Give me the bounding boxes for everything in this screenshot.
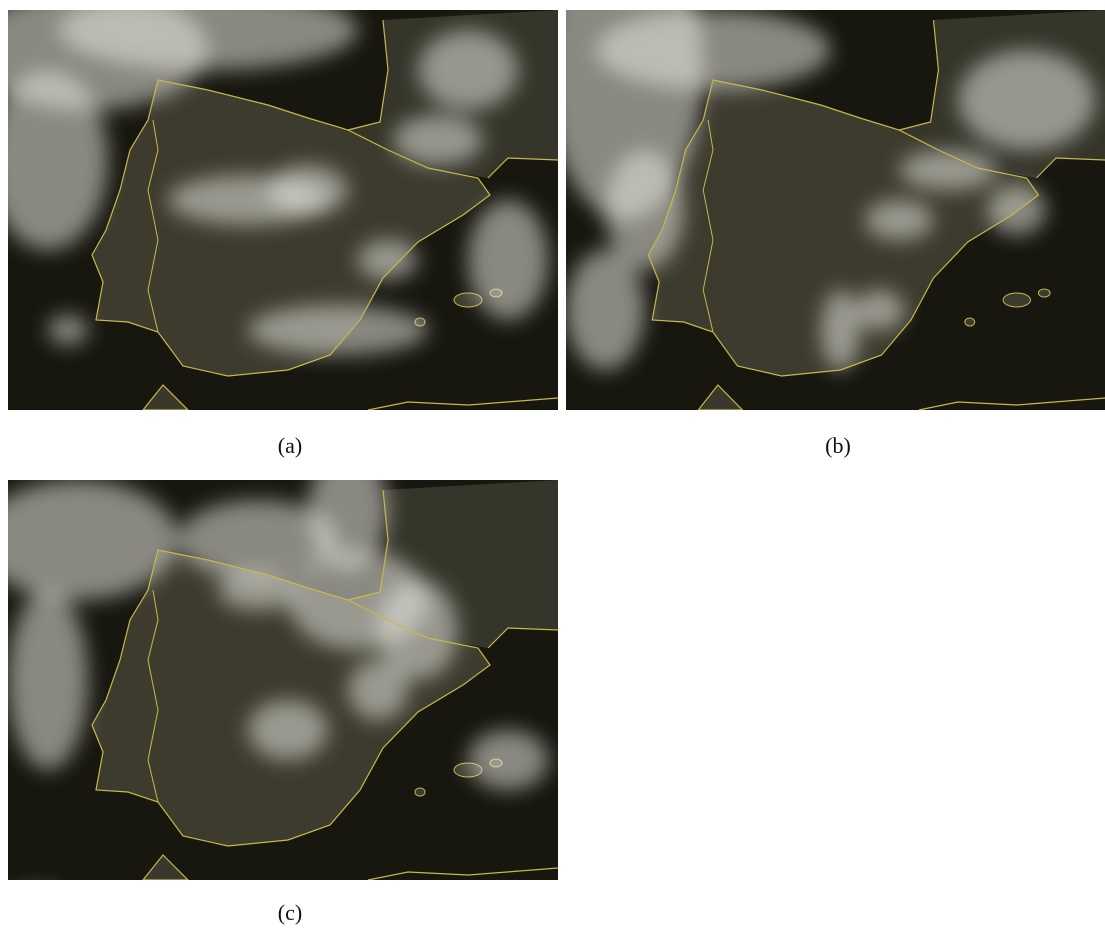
satellite-image [8, 480, 558, 880]
cloud [218, 570, 298, 610]
cloud [468, 730, 548, 790]
cloud [855, 290, 904, 330]
cloud [987, 185, 1046, 235]
caption: (b) [788, 433, 888, 459]
cloud [8, 590, 88, 770]
cloud [248, 305, 428, 355]
cloud [605, 150, 683, 270]
cloud [958, 50, 1095, 150]
cloud [468, 200, 548, 320]
cloud [358, 240, 418, 280]
island [965, 318, 975, 326]
caption: (a) [240, 433, 340, 459]
cloud [168, 175, 328, 225]
cloud [595, 10, 830, 90]
cloud [48, 315, 88, 345]
satellite-image [566, 10, 1105, 410]
caption: (c) [240, 900, 340, 926]
island [1003, 293, 1030, 307]
island [1038, 289, 1050, 297]
cloud [566, 250, 644, 370]
cloud [899, 150, 997, 190]
cloud [248, 700, 328, 760]
cloud [418, 30, 518, 110]
island [415, 788, 425, 796]
cloud [865, 200, 934, 240]
cloud [821, 290, 860, 370]
cloud [393, 115, 483, 165]
figure-page: (a) (b) (c) (() => { const data = JSON.p… [0, 0, 1105, 928]
satellite-image [8, 10, 558, 410]
cloud [348, 660, 408, 720]
